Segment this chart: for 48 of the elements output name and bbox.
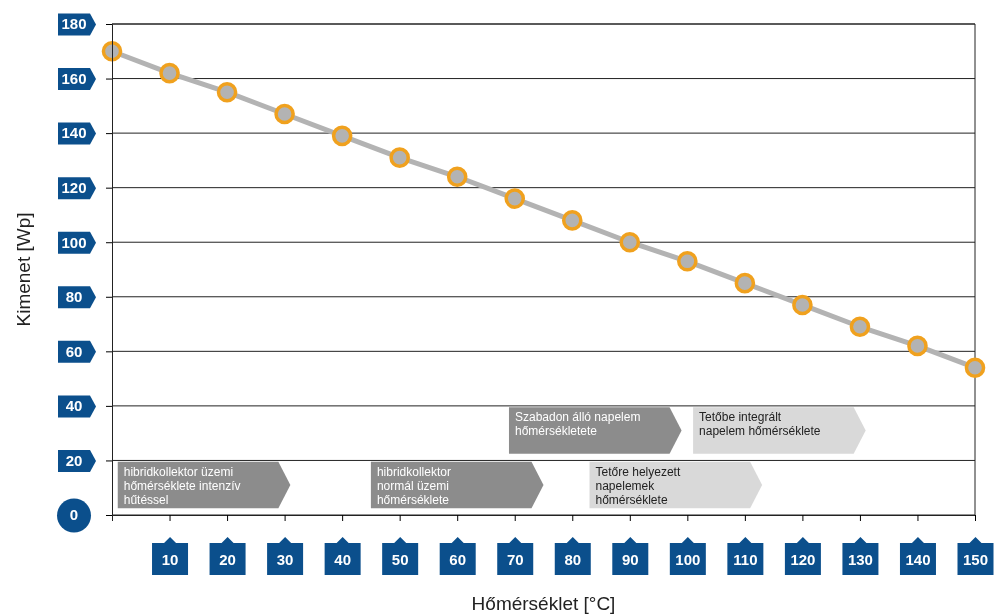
y-axis-title: Kimenet [Wp] xyxy=(13,212,34,327)
point xyxy=(504,188,526,209)
point xyxy=(561,210,583,231)
x-tick-label: 20 xyxy=(219,550,236,568)
y-tick-label: 140 xyxy=(61,124,87,142)
point xyxy=(677,251,698,272)
y-tick-label: 160 xyxy=(61,69,87,87)
point xyxy=(274,103,295,125)
x-tick-label: 130 xyxy=(847,550,873,568)
annotation: Tetőre helyezett napelemek hőmérséklete xyxy=(595,464,681,507)
point xyxy=(216,81,238,103)
x-tick-label: 50 xyxy=(391,550,409,568)
point xyxy=(159,62,180,84)
y-tick-label: 120 xyxy=(61,178,87,196)
annotation: Szabadon álló napelem hőmérsékletete xyxy=(514,410,641,439)
x-tick-label: 70 xyxy=(506,550,524,568)
x-tick-label: 140 xyxy=(905,550,931,568)
point xyxy=(619,231,641,253)
x-tick-label: 120 xyxy=(790,550,816,568)
point xyxy=(907,335,928,357)
point xyxy=(389,147,410,168)
y-tick-label: 40 xyxy=(65,397,83,415)
annotation: hibridkollektor normál üzemi hőmérséklete xyxy=(376,464,451,507)
point xyxy=(331,125,353,147)
x-tick-label: 90 xyxy=(621,550,639,568)
y-tick-label: 60 xyxy=(65,342,83,360)
point xyxy=(792,294,813,316)
point xyxy=(849,316,871,338)
x-tick-label: 80 xyxy=(564,550,582,568)
x-tick-label: 10 xyxy=(161,550,179,568)
point xyxy=(101,40,123,62)
y-tick-label: 0 xyxy=(69,506,79,524)
y-tick-label: 20 xyxy=(65,451,83,469)
x-tick-label: 30 xyxy=(276,550,294,568)
point xyxy=(446,166,468,188)
x-tick-label: 60 xyxy=(449,550,467,568)
x-tick-label: 110 xyxy=(733,550,758,568)
point xyxy=(734,272,756,294)
y-tick-label: 80 xyxy=(65,288,83,306)
x-tick-label: 40 xyxy=(334,550,351,568)
annotation: Tetőbe integrált napelem hőmérséklete xyxy=(699,410,821,439)
y-tick-label: 100 xyxy=(61,233,87,251)
annotation: hibridkollektor üzemi hőmérséklete intenzív hűtéssel xyxy=(123,464,241,507)
point xyxy=(964,357,986,378)
x-tick-label: 100 xyxy=(675,550,701,568)
x-axis-title: Hőmérséklet [°C] xyxy=(471,593,616,614)
y-tick-label: 180 xyxy=(61,15,87,33)
x-tick-label: 150 xyxy=(962,550,989,568)
